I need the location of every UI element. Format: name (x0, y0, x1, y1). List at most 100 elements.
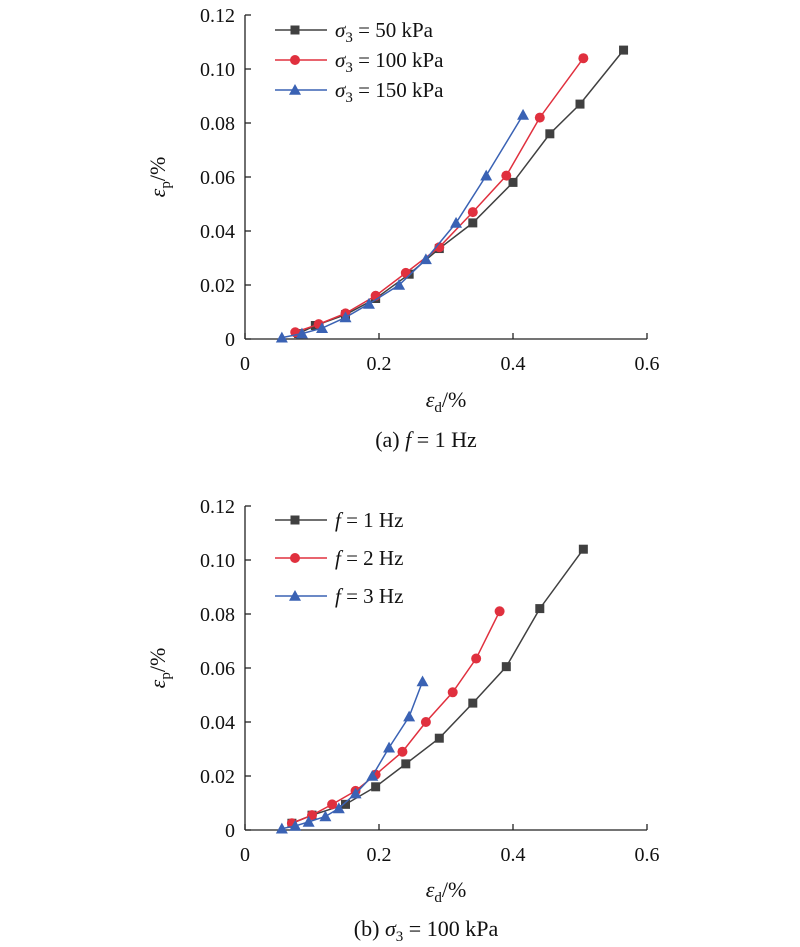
legend-entry-3: σ3 = 150 kPa (275, 78, 444, 106)
legend-marker (290, 25, 300, 35)
series-line (291, 610, 501, 824)
legend-label: σ3 = 150 kPa (335, 78, 444, 106)
data-point (319, 810, 332, 822)
y-tick-label: 0.12 (200, 496, 235, 518)
y-axis-title: εp/% (145, 157, 174, 198)
legend-entry-1: σ3 = 50 kPa (275, 18, 434, 46)
y-tick-label: 0.02 (200, 275, 235, 297)
y-tick-label: 0 (225, 820, 235, 842)
x-tick-label: 0.4 (501, 353, 526, 375)
y-tick-label: 0.06 (200, 658, 235, 680)
data-point (619, 45, 629, 55)
y-tick-label: 0.04 (200, 221, 235, 243)
data-point (545, 129, 555, 139)
panel-a-chart: 0 0.02 0.04 0.06 0.08 0.10 0.12 0 0.2 0.4 0.6 εd/% ε… (145, 5, 660, 452)
data-point (327, 799, 338, 810)
x-tick-label: 0.4 (501, 844, 526, 866)
data-point (403, 710, 416, 722)
data-point (420, 717, 431, 727)
panel-caption: (a) f = 1 Hz (375, 427, 477, 452)
data-point (501, 662, 511, 672)
x-tick-label: 0.2 (367, 353, 392, 375)
y-tick-label: 0.04 (200, 712, 235, 734)
legend-marker (290, 55, 300, 65)
x-axis-title: εd/% (426, 877, 467, 906)
data-point (535, 604, 545, 614)
data-point (480, 169, 493, 181)
y-tick-label: 0 (225, 329, 235, 351)
series-line (281, 681, 424, 830)
series-3 (275, 675, 429, 834)
data-point (467, 207, 478, 218)
y-tick-label: 0.12 (200, 5, 235, 27)
data-point (339, 311, 352, 323)
legend-label: f = 3 Hz (335, 584, 403, 608)
data-point (366, 770, 379, 781)
data-point (450, 216, 463, 228)
y-tick-label: 0.06 (200, 167, 235, 189)
data-point (275, 822, 288, 834)
data-point (400, 267, 411, 278)
data-point (468, 218, 478, 228)
data-point (383, 741, 396, 753)
panel-b-chart: 0 0.02 0.04 0.06 0.08 0.10 0.12 0 0.2 0.4 0.6 εd/% ε… (145, 496, 660, 945)
data-point (295, 327, 308, 339)
data-point (349, 787, 362, 799)
y-tick-label: 0.08 (200, 604, 235, 626)
data-point (508, 177, 518, 187)
legend-entry-2: f = 2 Hz (275, 546, 403, 570)
data-point (289, 819, 302, 831)
data-point (416, 675, 429, 687)
data-point (393, 279, 406, 290)
legend-entry-3: f = 3 Hz (275, 584, 403, 608)
series-3 (275, 108, 530, 343)
legend-marker (289, 84, 301, 95)
data-point (397, 746, 408, 757)
legend-label: σ3 = 100 kPa (335, 48, 444, 76)
panel-caption: (b) σ3 = 100 kPa (354, 916, 499, 945)
legend-marker (290, 515, 300, 525)
data-point (341, 799, 350, 809)
data-point (302, 815, 315, 827)
legend-marker (290, 553, 300, 563)
data-point (371, 782, 381, 792)
legend-entry-2: σ3 = 100 kPa (275, 48, 444, 76)
data-point (471, 653, 482, 664)
series-1 (287, 544, 588, 828)
data-point (494, 606, 505, 617)
data-point (434, 242, 445, 253)
data-point (578, 544, 588, 554)
data-point (517, 108, 530, 120)
y-tick-label: 0.08 (200, 113, 235, 135)
data-point (447, 687, 458, 698)
x-tick-label: 0.6 (635, 353, 660, 375)
series-line (281, 114, 524, 339)
y-tick-label: 0.10 (200, 59, 235, 81)
data-point (275, 331, 288, 343)
data-point (434, 733, 444, 743)
data-point (332, 802, 345, 814)
y-tick-label: 0.02 (200, 766, 235, 788)
data-point (578, 53, 589, 64)
data-point (362, 297, 375, 309)
legend-label: f = 2 Hz (335, 546, 403, 570)
y-axis-title: εp/% (145, 648, 174, 689)
x-tick-label: 0 (240, 353, 250, 375)
data-point (534, 112, 545, 123)
series-line (291, 548, 584, 824)
data-point (575, 99, 585, 109)
data-point (316, 322, 329, 333)
legend-marker (289, 590, 301, 601)
y-tick-label: 0.10 (200, 550, 235, 572)
series-2 (286, 606, 505, 829)
data-point (468, 698, 478, 708)
x-tick-label: 0.6 (635, 844, 660, 866)
data-point (419, 253, 432, 265)
data-point (401, 759, 411, 769)
legend-entry-1: f = 1 Hz (275, 508, 403, 532)
x-axis-title: εd/% (426, 387, 467, 416)
legend-label: f = 1 Hz (335, 508, 403, 532)
x-tick-label: 0.2 (367, 844, 392, 866)
data-point (501, 170, 512, 181)
